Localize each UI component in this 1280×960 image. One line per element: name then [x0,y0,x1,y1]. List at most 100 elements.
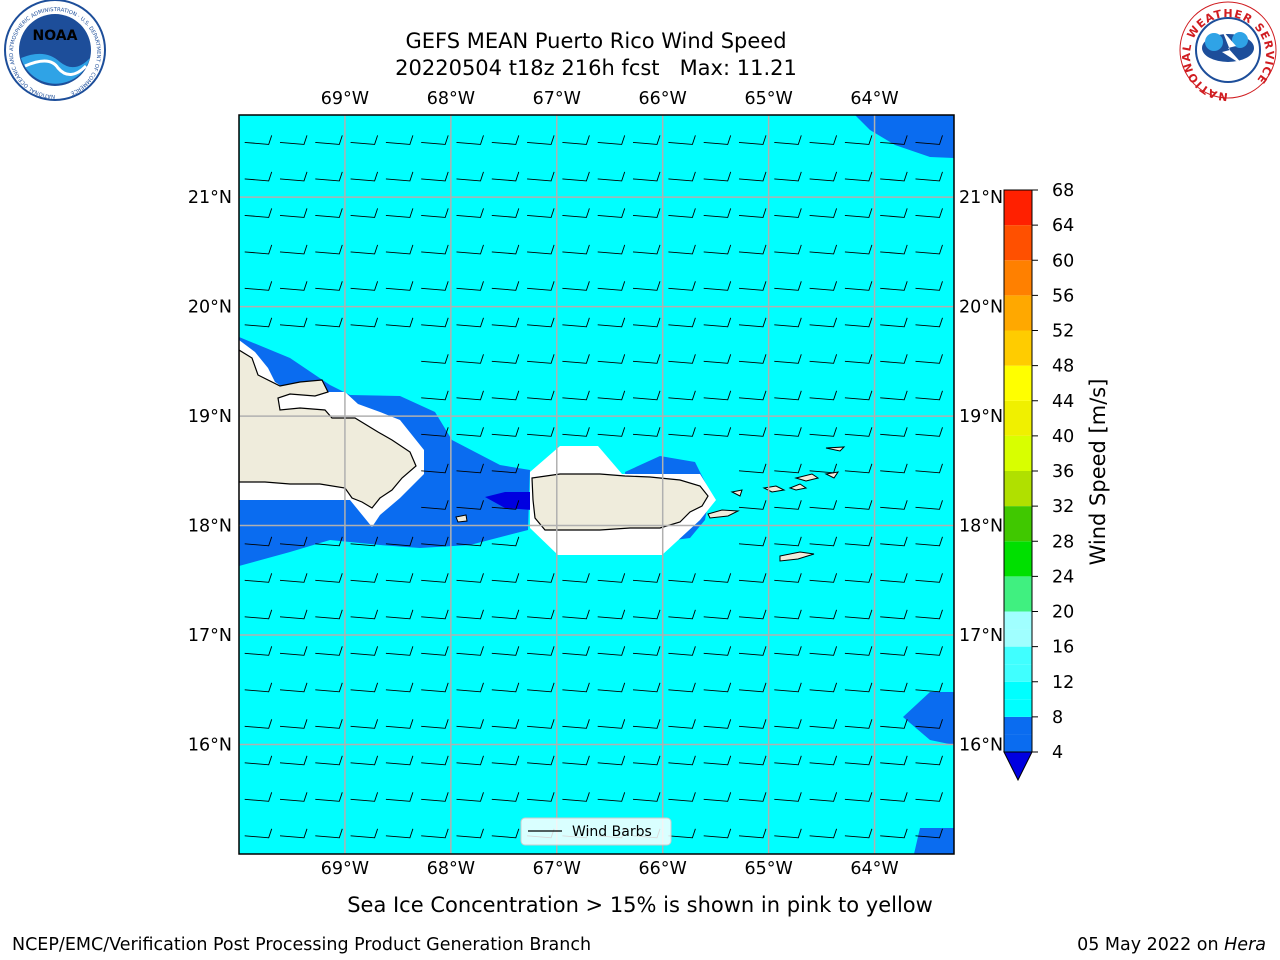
wind-barb [421,171,449,182]
wind-barb [880,317,908,328]
wind-barb [279,609,308,620]
wind-barb [562,281,590,291]
wind-barb [385,573,414,583]
wind-barb [880,427,908,437]
wind-barb [315,719,343,729]
wind-barb [809,828,838,839]
wind-barb [774,390,802,401]
colorbar-tick-label: 20 [1052,603,1074,623]
wind-barb [562,792,590,802]
island-anegada [825,446,846,452]
wind-barb [915,719,943,729]
wind-barb [491,244,520,255]
colorbar-segment [1004,260,1032,296]
wind-barb [456,536,484,547]
wind-barb [315,573,343,583]
wind-barb [456,135,484,145]
wind-barb [562,719,590,729]
footer-host: Hera [1224,935,1266,955]
wind-barb [632,609,661,620]
wind-barb [809,792,838,802]
wind-barb [738,463,767,474]
wind-barb [456,573,484,583]
wind-barb [350,208,379,218]
wind-barb [809,390,838,401]
wind-barb [668,135,696,145]
wind-barb [844,244,873,255]
wind-barb [844,755,873,766]
wind-barb [915,390,943,401]
footer-date: 05 May 2022 on Hera [1077,935,1266,955]
wind-barb [774,646,802,656]
wind-barb [703,573,732,583]
wind-barb [844,354,873,364]
wind-barb [315,135,343,145]
wind-barb [562,317,590,328]
colorbar-tick-label: 60 [1052,251,1074,271]
lon-tick-label-top: 66°W [639,89,687,109]
wind-barb [774,828,802,839]
wind-barb [597,244,626,255]
wind-barb [738,208,767,218]
wind-barb [774,792,802,802]
wind-barb [279,171,308,182]
wind-barb [738,792,767,802]
wind-barb [456,463,484,474]
wind-barb [632,719,661,729]
wind-barb [880,171,908,182]
wind-barb [844,463,873,474]
wind-barb [738,427,767,437]
colorbar-tick-label: 48 [1052,357,1074,377]
wind-barb [491,828,520,839]
wind-barb [385,536,414,547]
wind-barbs [244,135,943,839]
wind-barb [491,390,520,401]
wind-barb [632,646,661,656]
colorbar-tick-label: 12 [1052,673,1074,693]
wind-barb [491,719,520,729]
wind-barb [456,244,484,255]
wind-barb [562,208,590,218]
lon-tick-label-bottom: 64°W [850,859,898,879]
wind-barb [244,573,273,583]
lon-tick-label-top: 64°W [850,89,898,109]
wind-barb [491,427,520,437]
wind-barb [774,609,802,620]
wind-barb [809,135,838,145]
colorbar-tick-label: 40 [1052,427,1074,447]
wind-barb [385,281,414,291]
wind-barb [491,171,520,182]
wind-barb [880,354,908,364]
wind-barb [421,682,449,693]
lon-tick-label-top: 65°W [744,89,792,109]
wind-barb [315,828,343,839]
wind-barb [244,828,273,839]
colorbar-segment [1004,330,1032,366]
wind-barb [385,171,414,182]
wind-barb [668,208,696,218]
wind-barb [738,354,767,364]
colorbar-tick-label: 52 [1052,322,1074,342]
colorbar-segment [1004,699,1032,717]
wind-barb [703,317,732,328]
wind-barb [703,354,732,364]
lon-tick-label-top: 69°W [321,89,369,109]
wind-barb [279,536,308,547]
wind-barb [915,755,943,766]
colorbar-label: Wind Speed [m/s] [1086,379,1110,566]
colorbar-tick-label: 32 [1052,497,1074,517]
wind-barb [703,427,732,437]
wind-barb [279,135,308,145]
wind-barb [597,719,626,729]
wind-barb [350,281,379,291]
wind-barb [809,281,838,291]
wind-barb [774,354,802,364]
wind-barb [350,135,379,145]
lon-tick-label-bottom: 68°W [427,859,475,879]
wind-barb [668,792,696,802]
noaa-logo: NOAA NATIONAL OCEANIC AND ATMOSPHERIC AD… [4,0,106,101]
wind-barb [315,792,343,802]
colorbar-segment [1004,681,1032,700]
colorbar-tick-label: 28 [1052,532,1074,552]
